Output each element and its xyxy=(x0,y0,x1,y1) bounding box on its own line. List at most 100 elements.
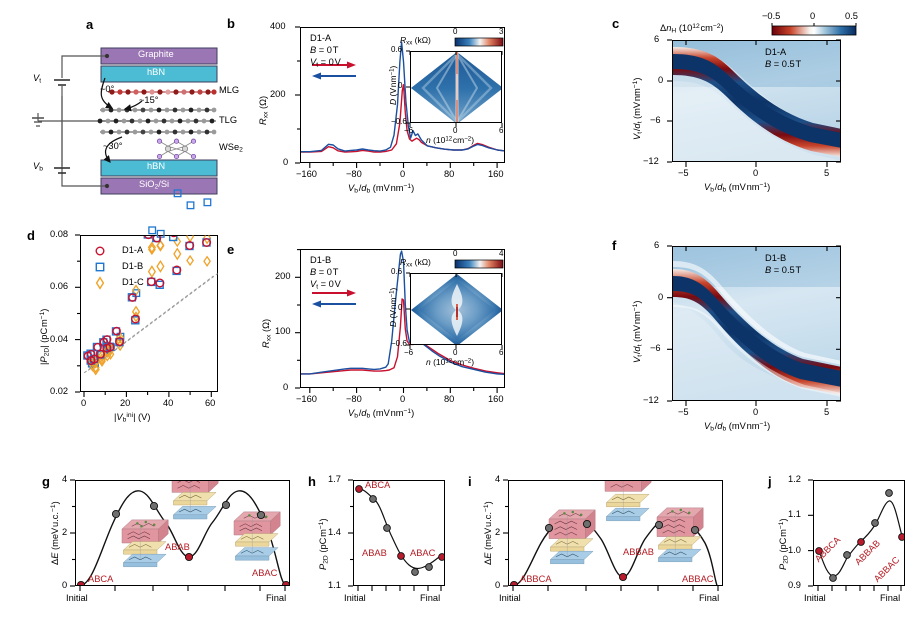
panel-c-axes xyxy=(672,40,841,162)
panel-b-inset-cbar-title: Rxx (kΩ) xyxy=(400,35,431,47)
panel-b-ytick-400: 400 xyxy=(270,21,286,31)
panel-c-ytick-0: 0 xyxy=(658,75,664,85)
panel-b-inset-xlabel: n (1012 cm−2) xyxy=(426,135,475,145)
panel-d-xtick-20: 20 xyxy=(120,398,131,408)
panel-i-ticks xyxy=(503,479,719,591)
panel-c-ylabel: Vt /dt (mV nm−1) xyxy=(631,77,644,140)
panel-b: b 0 200 400 −160 −80 0 80 160 Rxx xyxy=(225,0,525,205)
panel-d-markers xyxy=(83,236,178,361)
panel-j-xtick-initial: Initial xyxy=(804,593,826,603)
panel-a-mlg-label: MLG xyxy=(219,85,240,95)
panel-e-xlabel: Vb /db (mV nm−1) xyxy=(348,407,415,420)
panel-i-axes xyxy=(508,480,723,586)
panel-e-inset-ticks xyxy=(406,259,504,349)
panel-b-inset-ticks xyxy=(406,37,504,127)
panel-j-ytick-09: 0.9 xyxy=(788,580,801,590)
panel-c-annotations: D1-A B = 0.5 T xyxy=(765,47,801,71)
panel-e-axes xyxy=(300,249,505,388)
panel-g: g xyxy=(0,435,300,620)
panel-c-xtick-m5: −5 xyxy=(678,168,689,178)
panel-h-state-abab: ABAB xyxy=(362,548,387,558)
panel-g-ticks xyxy=(70,479,286,591)
panel-h-ytick-11: 1.1 xyxy=(328,580,341,590)
panel-f-map xyxy=(673,247,840,400)
panel-f-ytick-m6: −6 xyxy=(650,343,661,353)
panel-a-vt-label: Vt xyxy=(33,73,42,85)
panel-e-inset-xlabel: n (1012 cm−2) xyxy=(426,357,475,367)
panel-a-wse2-label: WSe2 xyxy=(219,142,243,154)
panel-f-xlabel: Vb /db (mV nm−1) xyxy=(704,420,771,433)
panel-h-state-abac: ABAC xyxy=(410,548,436,558)
panel-i-state-abbab: ABBAB xyxy=(623,547,655,557)
legend-item-d1b: D1-B xyxy=(92,259,144,275)
panel-h-label: h xyxy=(308,474,316,489)
panel-f-ytick-6: 6 xyxy=(654,240,660,250)
panel-d-xlabel: |Vbini| (V) xyxy=(114,411,151,424)
panel-f-label: f xyxy=(612,238,617,253)
panel-e-device: D1-B xyxy=(310,255,332,265)
panel-i-ytick-0: 0 xyxy=(495,580,501,590)
panel-b-inset-cbar-max: 3 xyxy=(499,27,504,36)
panel-b-axes xyxy=(300,27,505,163)
panel-e-xtick-80: 80 xyxy=(444,394,455,404)
panel-b-inset-xtick-0: 0 xyxy=(453,126,458,135)
panel-j-ticks xyxy=(808,479,902,591)
panel-f: f xyxy=(610,205,921,435)
panel-a-tlg-label: TLG xyxy=(219,115,238,125)
panel-e-xtick-160: 160 xyxy=(488,394,504,404)
panel-d-label: d xyxy=(27,228,35,243)
panel-g-ylabel: ΔE (meV u.c.−1) xyxy=(49,501,60,565)
panel-g-xtick-final: Final xyxy=(266,593,287,603)
panel-b-inset-ytick-bot: −0.6 xyxy=(391,117,407,126)
panel-i-xtick-initial: Initial xyxy=(499,593,521,603)
panel-d-ytick-004: 0.04 xyxy=(50,334,69,344)
panel-e-plot xyxy=(295,249,504,393)
panel-c-ytick-m6: −6 xyxy=(650,115,661,125)
panel-i-label: i xyxy=(468,474,472,489)
legend-label-d1c: D1-C xyxy=(122,277,144,288)
panel-b-inset-xtick-min: −6 xyxy=(404,126,414,135)
panel-a-graphite-label: Graphite xyxy=(138,49,174,59)
panel-i-plot xyxy=(509,481,718,585)
panel-g-xtick-initial: Initial xyxy=(66,593,88,603)
panel-a-vb-label: Vb xyxy=(33,161,43,173)
panel-g-plot xyxy=(76,481,289,585)
panel-d-ytick-008: 0.08 xyxy=(50,229,69,239)
panel-f-field: B = 0.5 T xyxy=(765,264,802,275)
panel-i-state-abbca: ABBCA xyxy=(520,574,552,584)
panel-e-inset-cbar-title: Rxx (kΩ) xyxy=(400,257,431,269)
panel-f-ticks xyxy=(667,245,841,406)
panel-d-xtick-0: 0 xyxy=(81,398,87,408)
panel-f-xtick-0: 0 xyxy=(753,407,759,417)
panel-j-label: j xyxy=(768,474,772,489)
panel-d: d xyxy=(0,189,225,435)
panel-e-inset-ylabel: D (V nm−1) xyxy=(388,287,398,327)
panel-f-xtick-5: 5 xyxy=(824,407,830,417)
panel-h-state-abca: ABCA xyxy=(365,480,391,490)
panel-f-xtick-m5: −5 xyxy=(678,407,689,417)
panel-b-ytick-0: 0 xyxy=(283,157,289,167)
panel-b-inset-xtick-max: 6 xyxy=(499,126,504,135)
panel-g-state-abca: ABCA xyxy=(88,574,114,584)
panel-h-ticks xyxy=(348,479,442,591)
panel-c-ticks xyxy=(667,39,841,167)
panel-j-ytick-12: 1.2 xyxy=(788,474,801,484)
legend-diamond-icon xyxy=(95,276,105,290)
panel-b-plot xyxy=(295,26,504,168)
panel-g-state-abac: ABAC xyxy=(252,568,278,578)
panel-i-ytick-4: 4 xyxy=(495,474,501,484)
panel-b-vt: Vt = 0 V xyxy=(310,56,341,69)
panel-e-inset-axes xyxy=(410,273,502,345)
panel-a: a xyxy=(0,0,243,205)
panel-b-device: D1-A xyxy=(310,33,332,43)
panel-i-ylabel: ΔE (meV u.c.−1) xyxy=(482,501,493,565)
panel-e: e 0 100 200 −160 −80 0 80 160 Rxx (Ω) Vb xyxy=(225,205,525,435)
panel-h-ytick-14: 1.4 xyxy=(328,527,341,537)
panel-a-hbn-top-label: hBN xyxy=(147,67,166,77)
panel-d-xtick-40: 40 xyxy=(163,398,174,408)
panel-e-field: B = 0 T xyxy=(310,266,339,277)
panel-a-label: a xyxy=(86,17,94,32)
legend-circle-icon xyxy=(95,246,105,256)
panel-b-xtick-m80: −80 xyxy=(346,169,362,179)
panel-e-xtick-0: 0 xyxy=(400,394,406,404)
